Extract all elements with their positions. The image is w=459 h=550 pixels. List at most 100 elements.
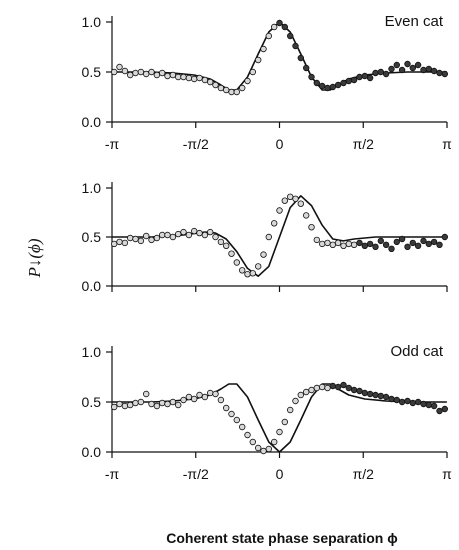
data-point-open xyxy=(153,234,161,242)
data-point-open xyxy=(169,398,177,406)
x-tick-label: -π/2 xyxy=(183,136,209,152)
data-point-open xyxy=(238,84,246,92)
data-point-open xyxy=(158,69,166,77)
data-point-open xyxy=(260,45,267,53)
data-point-open xyxy=(345,240,352,248)
y-tick-label: 1.0 xyxy=(82,180,102,196)
data-point-open xyxy=(324,239,331,247)
data-point-open xyxy=(212,81,219,89)
data-point-open xyxy=(121,67,129,75)
data-point-open xyxy=(116,400,123,408)
data-point-open xyxy=(164,400,171,408)
data-point-open xyxy=(116,238,123,246)
data-point-open xyxy=(271,220,278,227)
data-point-open xyxy=(180,228,187,236)
data-point-open xyxy=(174,230,182,238)
data-point-open xyxy=(281,197,288,204)
data-point-filled xyxy=(430,402,438,410)
x-axis-label: Coherent state phase separation ϕ xyxy=(166,530,397,546)
data-point-open xyxy=(265,32,272,40)
data-point-open xyxy=(233,88,240,96)
data-point-open xyxy=(324,384,331,392)
data-point-open xyxy=(142,70,150,78)
data-point-filled xyxy=(420,400,427,408)
data-point-open xyxy=(228,88,235,96)
data-point-open xyxy=(265,445,272,453)
data-point-open xyxy=(319,383,326,391)
data-point-open xyxy=(249,438,256,446)
data-point-filled xyxy=(329,83,336,91)
data-point-open xyxy=(174,401,182,409)
data-point-filled xyxy=(425,401,432,409)
data-point-open xyxy=(217,396,225,404)
data-point-open xyxy=(158,399,166,407)
panel-even-cat: 0.0 0.5 1.0 -π -π/2 0 π/2 π Even cat xyxy=(82,13,453,152)
data-point-open xyxy=(206,78,214,86)
data-point-filled xyxy=(308,73,315,81)
data-point-open xyxy=(249,270,256,277)
data-point-open xyxy=(169,71,177,79)
data-point-filled xyxy=(377,392,384,400)
data-point-open xyxy=(233,259,240,266)
data-point-open xyxy=(340,242,347,249)
data-point-open xyxy=(180,73,187,81)
data-point-filled xyxy=(382,393,390,401)
data-point-open xyxy=(169,233,177,241)
data-point-filled xyxy=(398,235,406,243)
y-tick-label: 1.0 xyxy=(82,14,102,30)
data-point-filled xyxy=(425,240,432,248)
data-point-filled xyxy=(372,69,379,77)
data-point-filled xyxy=(350,386,358,394)
data-point-open xyxy=(196,229,203,237)
y-axis-label: P↓(ϕ) xyxy=(25,238,44,278)
data-point-open xyxy=(334,239,342,247)
data-point-filled xyxy=(377,68,384,76)
data-point-open xyxy=(137,68,145,76)
data-point-filled xyxy=(441,405,448,413)
data-point-open xyxy=(137,398,145,406)
data-point-filled xyxy=(324,84,331,92)
data-point-open xyxy=(244,77,251,85)
data-point-open xyxy=(222,86,230,94)
data-point-open xyxy=(313,236,320,244)
data-point-open xyxy=(110,240,118,248)
data-point-open xyxy=(201,231,209,239)
x-tick-label: 0 xyxy=(276,466,284,482)
data-point-filled xyxy=(372,243,379,250)
data-point-filled xyxy=(345,384,352,392)
data-point-open xyxy=(185,74,193,82)
data-point-filled xyxy=(366,74,374,82)
data-point-open xyxy=(190,227,198,235)
data-point-filled xyxy=(409,64,416,72)
data-point-open xyxy=(271,438,278,446)
data-point-filled xyxy=(404,397,411,405)
data-point-open xyxy=(222,404,230,412)
data-point-open xyxy=(217,84,225,92)
data-point-filled xyxy=(356,73,363,81)
data-point-open xyxy=(287,406,294,414)
data-point-filled xyxy=(366,390,374,398)
data-point-open xyxy=(255,444,262,452)
data-point-open xyxy=(142,390,150,398)
data-point-filled xyxy=(388,395,395,403)
data-point-open xyxy=(148,236,155,244)
data-point-open xyxy=(303,212,310,219)
data-point-filled xyxy=(356,239,363,247)
y-tick-label: 0.5 xyxy=(82,64,102,80)
data-point-filled xyxy=(297,54,304,62)
x-tick-label: -π/2 xyxy=(183,466,209,482)
data-point-filled xyxy=(377,237,384,245)
data-point-open xyxy=(185,231,193,239)
panel-label: Odd cat xyxy=(390,343,443,360)
y-tick-label: 0.0 xyxy=(82,278,102,294)
data-point-open xyxy=(292,195,299,202)
data-point-filled xyxy=(414,242,422,249)
data-point-filled xyxy=(340,79,347,87)
panel-middle: 0.0 0.5 1.0 xyxy=(82,180,448,294)
data-point-open xyxy=(308,386,315,394)
data-point-filled xyxy=(313,79,320,87)
data-point-filled xyxy=(436,69,443,77)
data-point-open xyxy=(196,74,203,82)
data-point-filled xyxy=(361,389,368,397)
